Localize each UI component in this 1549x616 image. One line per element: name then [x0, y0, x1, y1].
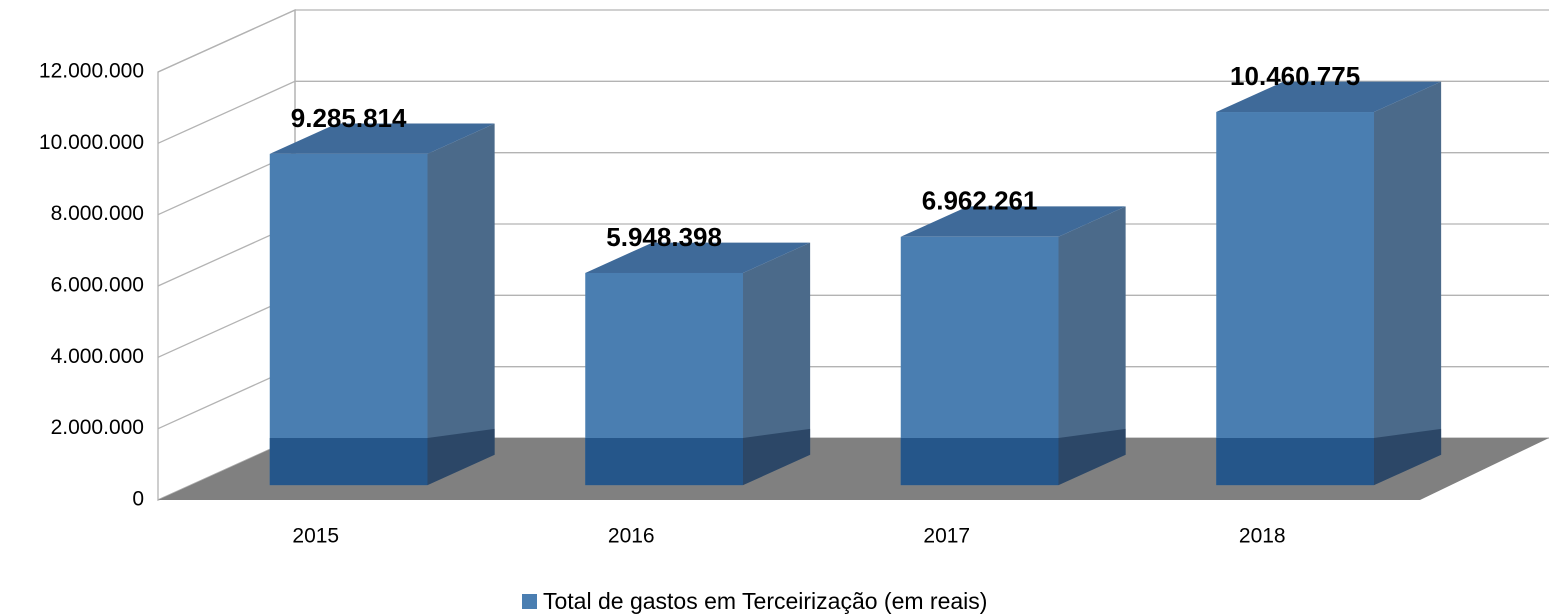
grid-line [157, 9, 1549, 73]
bar-shade [900, 438, 1059, 486]
y-tick-label: 8.000.000 [51, 202, 144, 225]
bar-side [1374, 81, 1442, 486]
y-tick-label: 4.000.000 [51, 345, 144, 368]
bar-top [269, 123, 495, 154]
bar-shade [1216, 438, 1375, 486]
bar-shade [269, 438, 428, 486]
bar-side-shade [1374, 428, 1442, 486]
floor [158, 438, 1549, 500]
value-label: 5.948.398 [606, 222, 722, 252]
bar-side [1058, 206, 1126, 486]
x-tick-label: 2016 [608, 525, 655, 548]
bar-side-shade [427, 428, 495, 486]
legend-swatch [522, 594, 537, 609]
bar-top [900, 206, 1126, 237]
y-tick-label: 0 [132, 488, 144, 511]
bar [269, 153, 428, 486]
legend-label: Total de gastos em Terceirização (em rea… [543, 588, 987, 614]
x-tick-label: 2015 [292, 525, 339, 548]
bar-side-shade [1058, 428, 1126, 486]
y-tick-label: 12.000.000 [39, 60, 144, 83]
bar [1216, 112, 1375, 486]
bar-side [743, 242, 811, 486]
value-label: 10.460.775 [1230, 61, 1360, 91]
bar-top [1216, 81, 1442, 113]
bar-side-shade [743, 428, 811, 486]
y-tick-label: 10.000.000 [39, 131, 144, 154]
value-label: 9.285.814 [291, 103, 407, 133]
bar-top [585, 242, 811, 273]
bar-shade [585, 438, 744, 486]
x-tick-label: 2017 [923, 525, 970, 548]
x-tick-label: 2018 [1239, 525, 1286, 548]
grid-line [157, 80, 1549, 144]
bar-side [427, 123, 495, 486]
value-label: 6.962.261 [922, 186, 1038, 216]
y-tick-label: 6.000.000 [51, 274, 144, 297]
y-tick-label: 2.000.000 [51, 416, 144, 439]
